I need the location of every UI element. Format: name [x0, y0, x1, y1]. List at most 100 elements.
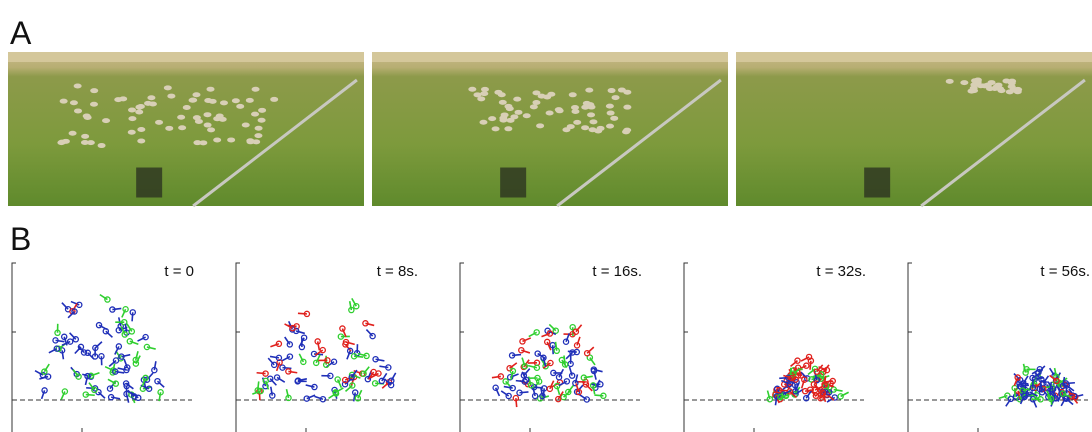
plot: t = 56s.	[908, 263, 1090, 432]
sheep	[155, 120, 163, 125]
sheep	[623, 105, 631, 110]
time-label: t = 0	[164, 263, 194, 280]
sheep	[532, 100, 540, 105]
agent-heading	[566, 352, 572, 358]
agent	[548, 360, 553, 365]
sheep	[589, 119, 597, 124]
sheep	[488, 116, 496, 121]
sheep	[536, 123, 544, 128]
sheep	[492, 126, 500, 131]
sheep	[587, 112, 595, 117]
sheep	[137, 127, 145, 132]
sheep	[988, 80, 996, 85]
axis	[236, 263, 240, 432]
agent-heading	[516, 398, 517, 407]
agent-heading	[779, 390, 788, 391]
panel-label: A	[10, 15, 32, 51]
agent-heading	[111, 397, 120, 399]
agent	[155, 379, 160, 384]
axis	[684, 263, 688, 432]
agent	[564, 379, 569, 384]
sheep	[242, 123, 250, 128]
sheep	[468, 87, 476, 92]
photo-field	[736, 52, 1092, 206]
agent-heading	[825, 376, 826, 385]
agent-heading	[270, 356, 279, 357]
sheep	[90, 88, 98, 93]
plot: t = 16s.	[460, 263, 642, 432]
agent-heading	[132, 312, 133, 321]
sheep	[216, 114, 224, 119]
sheep	[220, 100, 228, 105]
time-label: t = 8s.	[377, 263, 418, 280]
agent	[584, 397, 589, 402]
sheep	[607, 111, 615, 116]
agent-heading	[834, 390, 843, 392]
sheep	[569, 92, 577, 97]
agent-heading	[282, 368, 291, 369]
photo-horizon	[736, 52, 1092, 62]
agent-heading	[298, 313, 307, 314]
sheep	[62, 139, 70, 144]
sheep	[232, 98, 240, 103]
sheep	[255, 126, 263, 131]
sheep	[252, 87, 260, 92]
sheep	[164, 85, 172, 90]
sheep	[606, 124, 614, 129]
sheep	[128, 130, 136, 135]
photo-horizon	[372, 52, 728, 62]
sheep	[70, 100, 78, 105]
sheep	[83, 114, 91, 119]
plot: t = 32s.	[684, 263, 866, 432]
sheep	[546, 110, 554, 115]
sheep	[622, 129, 630, 134]
sheep	[594, 128, 602, 133]
agent-heading	[354, 356, 363, 357]
sheep	[610, 116, 618, 121]
sheep	[623, 90, 631, 95]
agent-heading	[125, 324, 126, 333]
sheep	[114, 97, 122, 102]
sheep	[523, 113, 531, 118]
sheep	[178, 125, 186, 130]
agent-heading	[594, 395, 603, 396]
sheep	[193, 140, 201, 145]
sheep	[612, 95, 620, 100]
agent-heading	[779, 378, 788, 379]
plot: t = 8s.	[236, 263, 418, 432]
axis	[12, 263, 16, 432]
sheep	[506, 106, 514, 111]
sheep	[165, 126, 173, 131]
sheep	[204, 123, 212, 128]
sheep	[480, 91, 488, 96]
sheep	[258, 108, 266, 113]
sheep	[236, 104, 244, 109]
sheep	[135, 109, 143, 114]
agent-heading	[379, 366, 388, 367]
sheep	[177, 115, 185, 120]
sheep	[504, 126, 512, 131]
sheep	[994, 83, 1002, 88]
sheep	[562, 127, 570, 132]
sheep	[227, 137, 235, 142]
agent-heading	[543, 388, 544, 397]
axis	[460, 263, 464, 432]
agent	[553, 328, 558, 333]
photos	[8, 52, 1092, 206]
sheep	[183, 105, 191, 110]
sheep	[960, 80, 968, 85]
agent-heading	[556, 342, 557, 351]
sheep	[246, 139, 254, 144]
sheep	[510, 114, 518, 119]
agent-heading	[115, 372, 124, 373]
sheep	[254, 133, 262, 138]
sheep	[193, 115, 201, 120]
sheep	[501, 112, 509, 117]
sheep	[81, 140, 89, 145]
agent-heading	[520, 392, 529, 393]
shadow	[500, 168, 526, 198]
sheep	[530, 104, 538, 109]
time-label: t = 32s.	[816, 263, 866, 280]
panel-label: B	[10, 221, 31, 257]
photo-horizon	[8, 52, 364, 62]
